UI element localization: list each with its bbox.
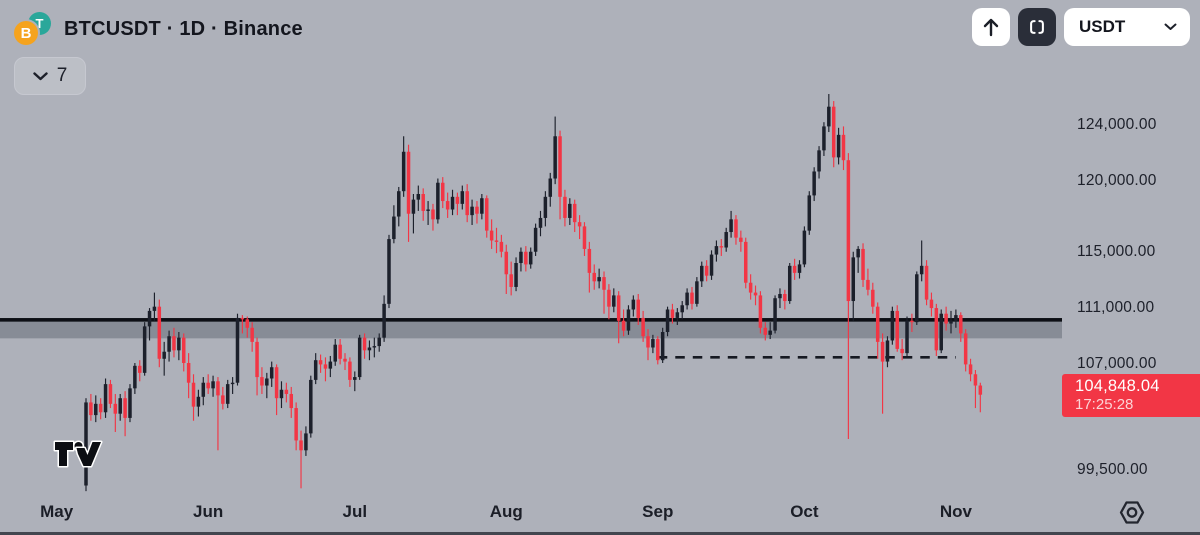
legend-count: 7 (56, 65, 68, 86)
fullscreen-button[interactable] (1018, 8, 1056, 46)
month-label: Jul (342, 502, 368, 521)
candlestick-series (84, 94, 983, 492)
chevron-down-icon (1164, 23, 1177, 30)
last-price-badge: 104,848.04 17:25:28 (1062, 373, 1200, 417)
window-bottom-edge (0, 532, 1200, 535)
price-tick-label: 107,000.00 (1077, 355, 1157, 373)
zone-band[interactable] (0, 320, 1062, 339)
price-tick-label: 120,000.00 (1077, 172, 1157, 190)
month-label: Nov (939, 502, 972, 521)
price-tick-label: 111,000.00 (1077, 299, 1155, 317)
bar-countdown: 17:25:28 (1075, 396, 1134, 414)
symbol-title[interactable]: BTCUSDT · 1D · Binance (64, 17, 303, 40)
price-tick-label: 99,500.00 (1077, 461, 1148, 479)
price-tick-label: 115,000.00 (1077, 242, 1156, 260)
fullscreen-icon (1030, 20, 1044, 34)
month-label: Jun (193, 502, 224, 521)
tradingview-logo (53, 440, 103, 468)
month-label: Oct (790, 502, 819, 521)
top-toolbar: USDT (972, 8, 1190, 46)
last-price-value: 104,848.04 (1075, 376, 1160, 395)
legend-toggle-chip[interactable]: 7 (14, 57, 86, 95)
bitcoin-coin-icon: B (14, 21, 38, 45)
currency-select[interactable]: USDT (1064, 8, 1190, 46)
pair-icon: T B (12, 10, 54, 48)
gear-icon (1119, 501, 1145, 524)
arrow-up-icon (983, 18, 999, 37)
price-tick-label: 124,000.00 (1077, 116, 1157, 133)
month-label: Aug (489, 502, 523, 521)
currency-value: USDT (1079, 17, 1126, 36)
month-label: Sep (642, 502, 674, 521)
month-label: May (40, 502, 74, 521)
settings-button[interactable] (1114, 498, 1150, 530)
chevron-down-icon (33, 71, 48, 80)
symbol-header: T B BTCUSDT · 1D · Binance (12, 10, 303, 48)
publish-button[interactable] (972, 8, 1010, 46)
zone-top-line[interactable] (0, 318, 1062, 322)
